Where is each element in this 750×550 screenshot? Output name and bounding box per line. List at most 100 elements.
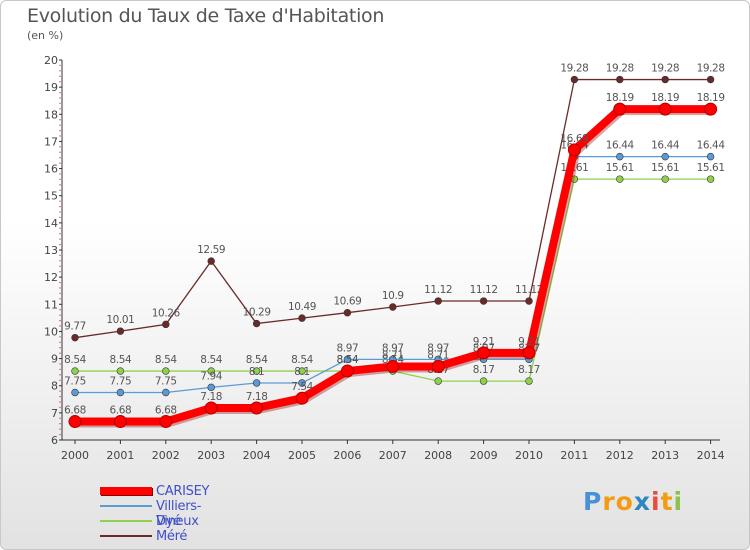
y-minor-tick (59, 178, 61, 181)
data-point-m-r- (525, 297, 533, 305)
data-label-m-r-: 11.12 (424, 284, 452, 296)
y-minor-tick (59, 124, 61, 126)
data-point-carisey (704, 102, 718, 116)
data-point-villiers-vineux (661, 152, 669, 161)
data-label-villiers-vineux: 7.75 (64, 376, 86, 388)
y-minor-tick (59, 233, 61, 235)
data-point-m-r- (252, 319, 261, 328)
y-minor-tick (59, 287, 61, 289)
y-minor-tick (59, 319, 61, 322)
data-point-villiers-vineux (298, 379, 306, 387)
legend-label-m-r-: Méré (156, 529, 188, 544)
data-point-m-r- (479, 297, 488, 305)
x-tick-label: 2002 (152, 449, 180, 462)
data-point-villiers-vineux (616, 152, 624, 161)
y-minor-tick (59, 135, 61, 137)
y-minor-tick (59, 129, 61, 132)
y-minor-tick (59, 216, 61, 219)
y-minor-tick (59, 347, 61, 349)
x-tick-label: 2009 (470, 449, 498, 462)
y-minor-tick (59, 314, 61, 316)
legend-label-carisey: CARISEY (156, 484, 210, 499)
data-label-carisey: 6.68 (64, 405, 86, 417)
data-point-carisey (431, 359, 445, 373)
data-point-dy- (661, 175, 669, 183)
data-point-carisey (250, 401, 264, 415)
y-minor-tick (59, 417, 61, 419)
data-point-dy- (116, 367, 125, 375)
x-tick-label: 2013 (651, 449, 679, 462)
y-minor-tick (59, 309, 61, 311)
legend-swatch-carisey (100, 487, 152, 495)
data-label-carisey: 9.21 (518, 336, 540, 348)
data-label-villiers-vineux: 8.1 (249, 366, 265, 378)
y-minor-tick (59, 428, 61, 430)
x-tick-label: 2004 (243, 449, 271, 462)
data-label-m-r-: 10.01 (106, 314, 134, 326)
data-label-carisey: 6.68 (155, 405, 177, 417)
y-minor-tick (59, 157, 61, 159)
data-label-dy-: 15.61 (697, 162, 725, 174)
y-minor-tick (59, 298, 61, 300)
data-label-carisey: 7.54 (291, 381, 313, 393)
data-label-dy-: 15.61 (606, 162, 634, 174)
data-point-dy- (479, 377, 488, 385)
data-point-carisey (113, 415, 127, 429)
y-tick-label: 9 (51, 353, 58, 366)
data-label-dy-: 8.17 (473, 364, 495, 376)
y-minor-tick (59, 254, 61, 257)
y-tick-label: 20 (44, 54, 58, 67)
y-minor-tick (59, 433, 61, 436)
data-label-villiers-vineux: 7.75 (110, 376, 132, 388)
data-point-dy- (298, 367, 306, 375)
data-point-m-r- (162, 320, 170, 329)
y-minor-tick (59, 81, 61, 83)
x-tick-label: 2003 (197, 449, 225, 462)
data-point-villiers-vineux (116, 388, 125, 397)
x-tick-label: 2005 (288, 449, 316, 462)
data-point-m-r- (706, 75, 715, 84)
data-point-carisey (567, 143, 581, 157)
data-label-carisey: 16.69 (560, 133, 588, 145)
y-minor-tick (59, 243, 61, 246)
data-point-carisey (386, 359, 400, 373)
y-minor-tick (59, 368, 61, 371)
y-minor-tick (59, 108, 61, 110)
legend-swatch-dy- (100, 520, 152, 522)
y-tick-label: 18 (44, 108, 58, 121)
x-tick-label: 2006 (333, 449, 361, 462)
unit-label: (en %) (27, 29, 64, 42)
data-point-villiers-vineux (162, 388, 170, 397)
y-minor-tick (59, 189, 61, 191)
y-minor-tick (59, 374, 61, 376)
data-point-dy- (706, 175, 715, 183)
y-minor-tick (59, 184, 61, 186)
data-label-dy-: 8.54 (110, 354, 132, 366)
data-label-carisey: 18.19 (651, 92, 679, 104)
data-label-m-r-: 12.59 (197, 244, 225, 256)
data-point-dy- (616, 175, 624, 183)
data-label-m-r-: 10.69 (333, 296, 361, 308)
data-label-carisey: 9.21 (473, 336, 495, 348)
data-label-dy-: 8.17 (518, 364, 540, 376)
y-tick-label: 7 (51, 407, 58, 420)
data-label-carisey: 8.71 (382, 349, 404, 361)
y-minor-tick (59, 102, 61, 105)
data-label-dy-: 15.61 (651, 162, 679, 174)
data-point-dy- (71, 367, 79, 375)
x-tick-label: 2011 (560, 449, 588, 462)
data-point-carisey (295, 391, 309, 405)
y-minor-tick (59, 211, 61, 213)
x-tick-label: 2014 (697, 449, 725, 462)
data-point-villiers-vineux (207, 383, 215, 392)
y-minor-tick (59, 363, 61, 365)
y-minor-tick (59, 64, 61, 67)
data-label-m-r-: 19.28 (697, 63, 725, 75)
y-minor-tick (59, 265, 61, 267)
y-tick-label: 13 (44, 244, 58, 257)
data-point-dy- (525, 377, 533, 385)
data-point-villiers-vineux (252, 379, 261, 387)
proxiti-logo[interactable]: Proxiti (583, 487, 683, 516)
data-point-carisey (658, 102, 672, 116)
data-label-villiers-vineux: 7.94 (200, 370, 222, 382)
